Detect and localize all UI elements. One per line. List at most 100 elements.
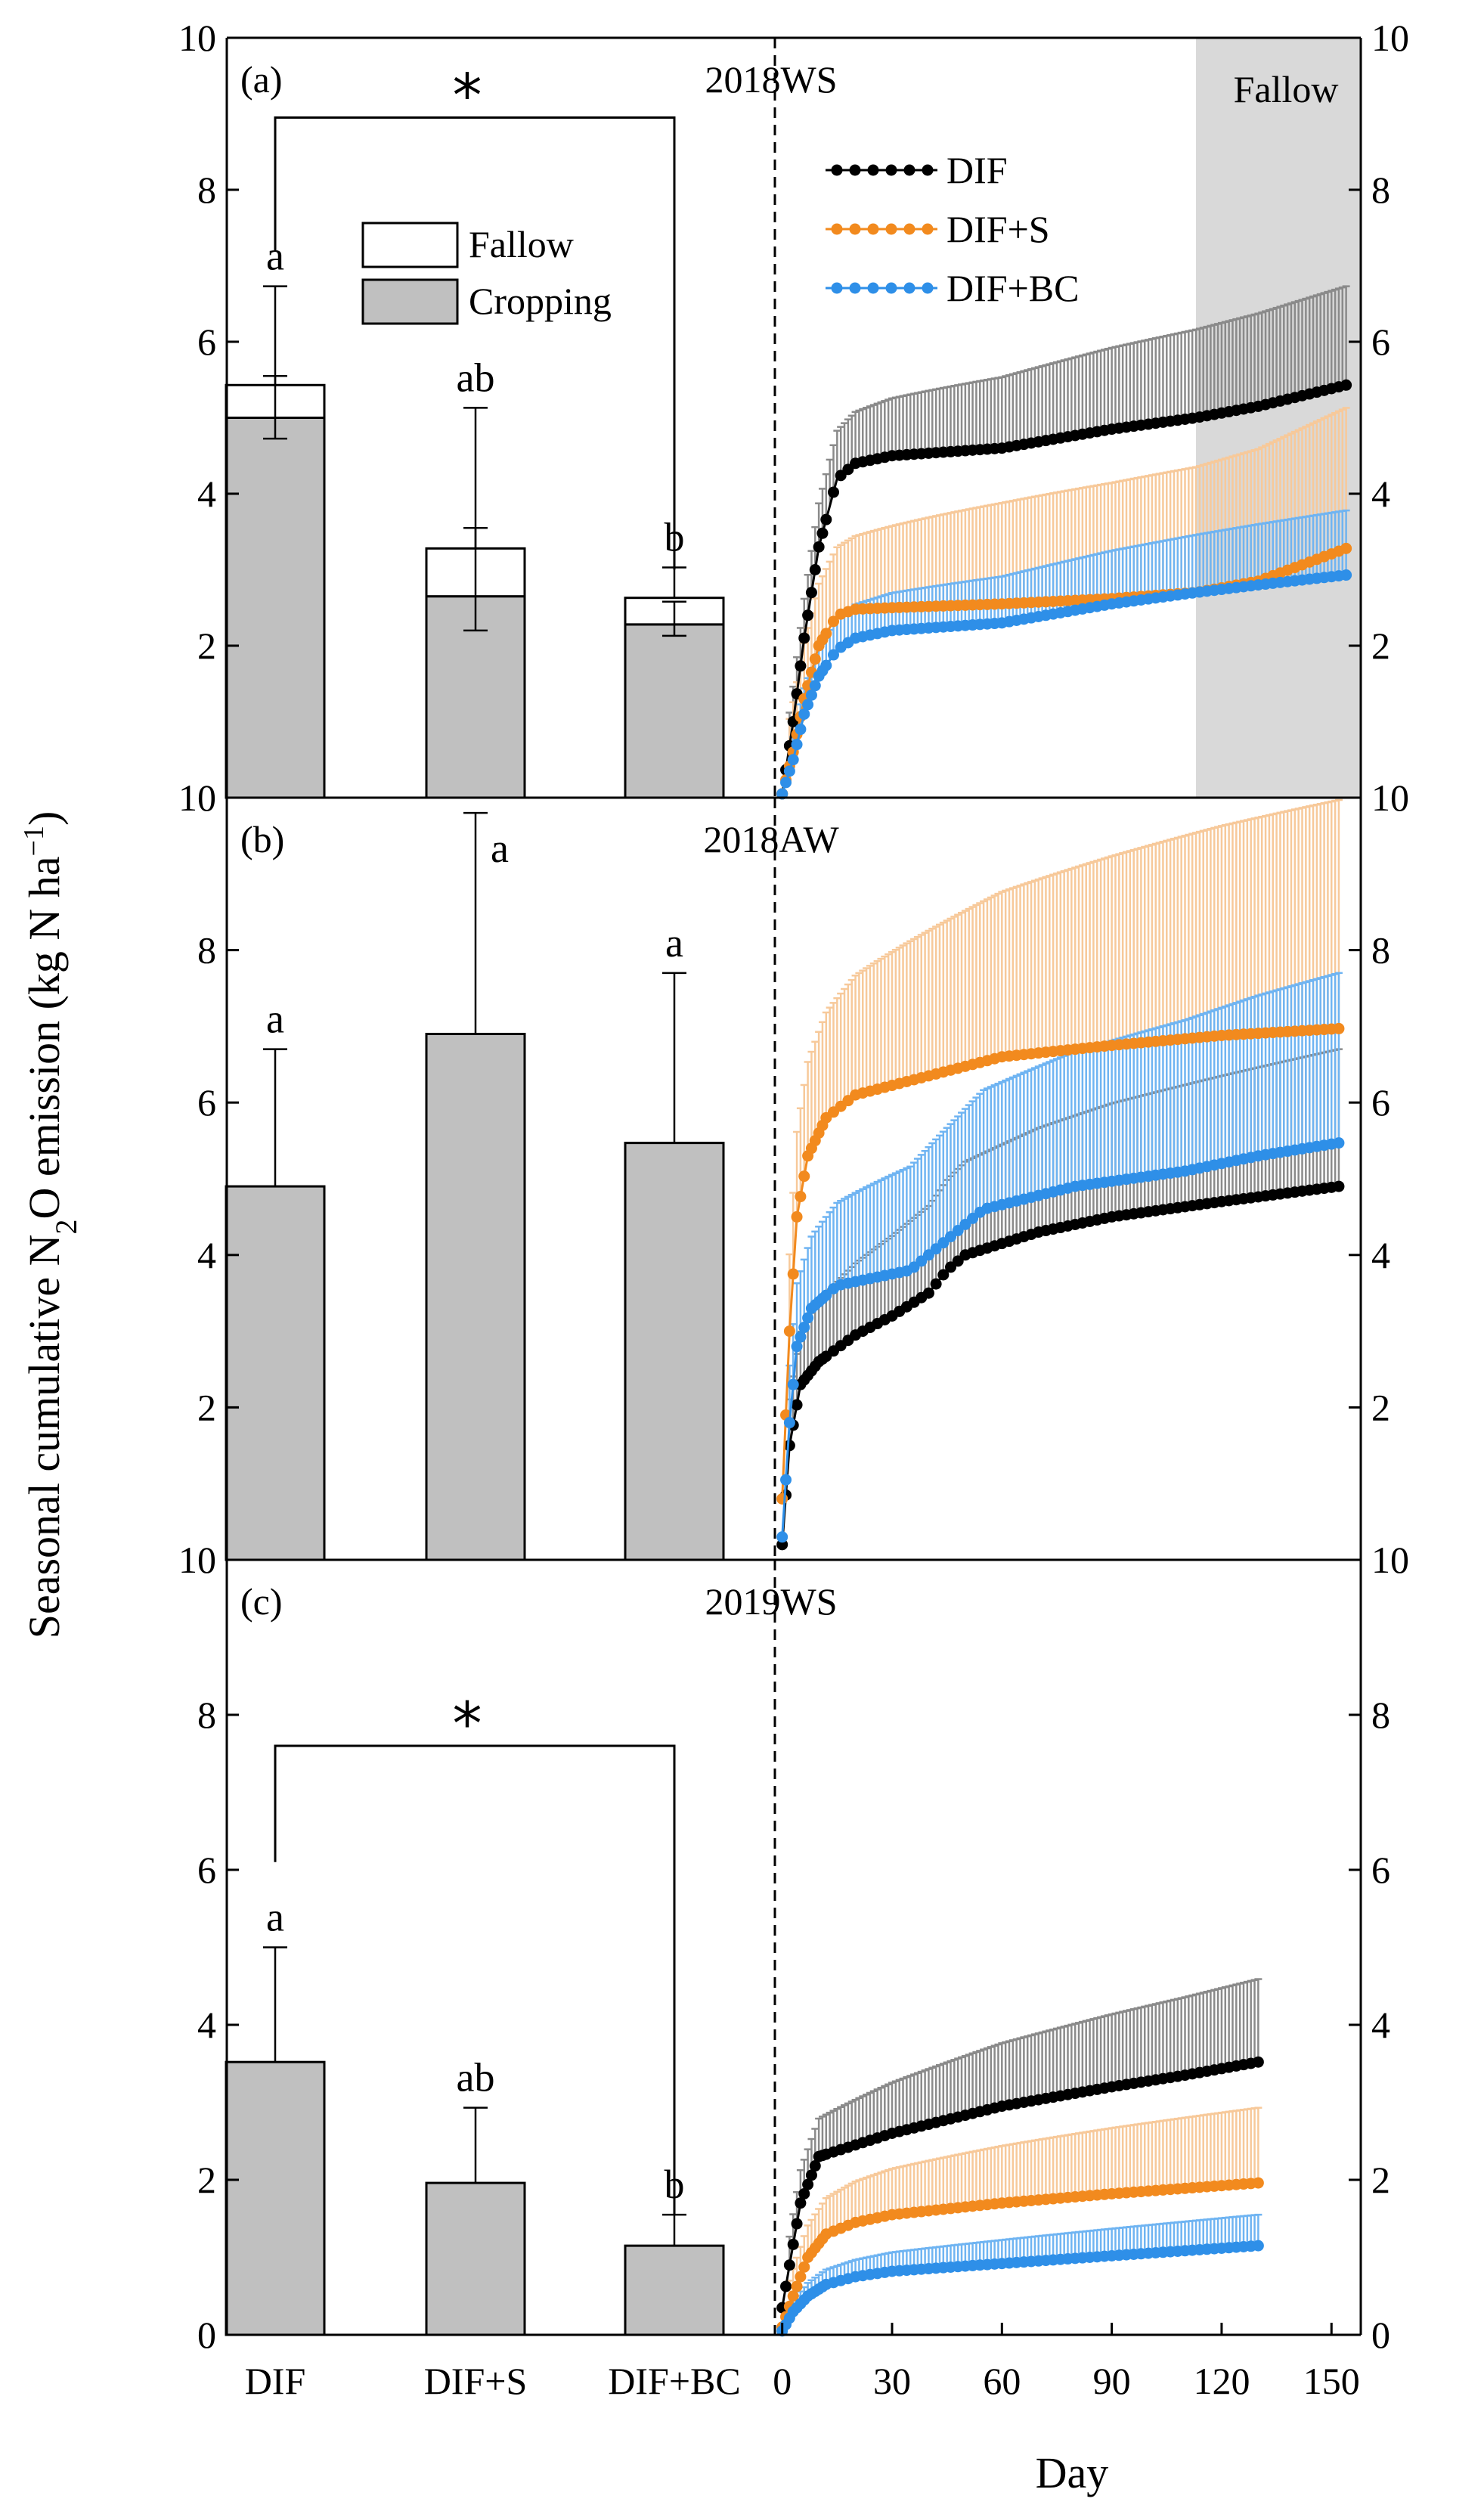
panel-label: (c) <box>240 1580 283 1623</box>
legend-marker <box>867 223 879 235</box>
data-point-dif-bc <box>802 699 814 711</box>
data-point-dif-s <box>1252 2177 1264 2189</box>
data-point-dif-bc <box>776 1531 788 1543</box>
y-tick-label-left: 6 <box>197 1081 216 1124</box>
bar-layer <box>225 285 725 2336</box>
y-tick-label-right: 10 <box>1371 1539 1409 1581</box>
data-point-dif-bc <box>798 708 810 720</box>
data-point-dif-bc <box>1340 569 1352 581</box>
x-category-label: DIF <box>245 2360 306 2402</box>
legend-marker <box>867 282 879 294</box>
y-tick-label-left: 2 <box>197 625 216 667</box>
bar-cropping <box>624 1142 725 1561</box>
data-point-dif <box>802 609 814 622</box>
data-point-dif <box>783 1440 795 1452</box>
legend-marker <box>831 282 843 294</box>
bar-cropping <box>425 2181 526 2336</box>
data-point-dif <box>783 2259 795 2271</box>
data-point-dif-s <box>828 615 839 628</box>
data-point-dif-s <box>787 1268 799 1280</box>
y-axis-title-prefix: Seasonal cumulative N <box>20 1235 69 1639</box>
data-point-dif <box>802 2178 814 2190</box>
data-point-dif <box>791 2218 803 2230</box>
y-tick-label-right: 10 <box>1371 17 1409 59</box>
significance-letter: ab <box>457 2055 495 2100</box>
bar-cropping <box>425 1032 526 1561</box>
legend-label-dif-s: DIF+S <box>946 208 1050 250</box>
y-axis-title-sup: −1 <box>18 826 50 856</box>
data-point-dif-s <box>820 628 832 640</box>
season-label: 2018AW <box>703 818 839 860</box>
legend-swatch-fallow <box>361 222 459 268</box>
significance-letter: a <box>491 826 509 871</box>
y-axis-title-suffix: ) <box>20 811 69 826</box>
x-tick-label: 60 <box>983 2360 1021 2402</box>
data-point-dif-s <box>1333 1022 1345 1034</box>
data-point-dif <box>805 2169 817 2181</box>
legend-marker <box>885 282 897 294</box>
y-tick-label-left: 10 <box>178 777 216 819</box>
legend-marker <box>831 164 843 176</box>
data-point-dif <box>922 1287 934 1299</box>
data-point-dif-s <box>1340 542 1352 554</box>
significance-letter: a <box>665 920 683 966</box>
data-point-dif <box>1252 2056 1264 2068</box>
y-tick-label-right: 2 <box>1371 2159 1390 2201</box>
y-tick-label-left: 8 <box>197 169 216 211</box>
legend-label-dif: DIF <box>946 149 1008 191</box>
data-point-dif-s <box>795 1191 807 1203</box>
data-point-dif <box>813 541 825 553</box>
data-point-dif-bc <box>820 659 832 671</box>
fallow-period-label: Fallow <box>1234 68 1339 110</box>
bar-cropping <box>624 623 725 799</box>
data-point-dif-bc <box>802 1312 814 1324</box>
legend-marker <box>922 282 934 294</box>
y-tick-label-left: 0 <box>197 2314 216 2356</box>
y-tick-label-right: 6 <box>1371 1081 1390 1124</box>
y-tick-label-right: 10 <box>1371 777 1409 819</box>
x-tick-label: 150 <box>1303 2360 1360 2402</box>
y-tick-label-left: 2 <box>197 2159 216 2201</box>
significance-letter: a <box>266 1895 284 1940</box>
y-tick-label-left: 6 <box>197 321 216 363</box>
data-point-dif <box>828 486 839 498</box>
legend-marker <box>849 164 861 176</box>
bar-cropping <box>225 417 326 799</box>
data-point-dif <box>798 632 810 644</box>
data-point-dif <box>809 564 821 575</box>
data-point-dif-s <box>783 1325 795 1338</box>
data-point-dif-s <box>809 653 821 665</box>
y-tick-label-left: 2 <box>197 1386 216 1428</box>
line-error-bars-layer <box>785 285 1350 2318</box>
data-point-dif-bc <box>780 1474 792 1486</box>
y-tick-label-left: 10 <box>178 1539 216 1581</box>
data-point-dif <box>791 1399 803 1411</box>
data-point-dif <box>937 1269 950 1281</box>
x-category-label: DIF+BC <box>608 2360 740 2402</box>
legend-marker <box>922 164 934 176</box>
data-point-dif-bc <box>798 1322 810 1334</box>
y-axis-title-sub: 2 <box>49 1220 83 1235</box>
bar-cropping <box>624 2244 725 2336</box>
data-point-dif <box>809 2160 821 2172</box>
y-tick-label-right: 4 <box>1371 473 1390 515</box>
data-point-dif <box>780 2280 792 2292</box>
significance-letter: ab <box>457 355 495 400</box>
panel-label: (a) <box>240 58 283 101</box>
y-tick-label-left: 6 <box>197 1849 216 1891</box>
data-point-dif-bc <box>809 680 821 692</box>
legend-marker <box>885 164 897 176</box>
significance-bracket <box>274 1744 676 2215</box>
data-point-dif-bc <box>787 1378 799 1390</box>
data-point-dif-bc <box>787 754 799 766</box>
y-tick-label-right: 2 <box>1371 1386 1390 1428</box>
data-point-dif-bc <box>1333 1137 1345 1149</box>
data-point-dif-s <box>798 1170 810 1183</box>
legend-label-fallow: Fallow <box>469 223 574 265</box>
data-point-dif-bc <box>828 649 839 661</box>
data-point-dif-s <box>795 2271 807 2283</box>
legend-marker <box>885 223 897 235</box>
y-tick-label-right: 4 <box>1371 2004 1390 2046</box>
